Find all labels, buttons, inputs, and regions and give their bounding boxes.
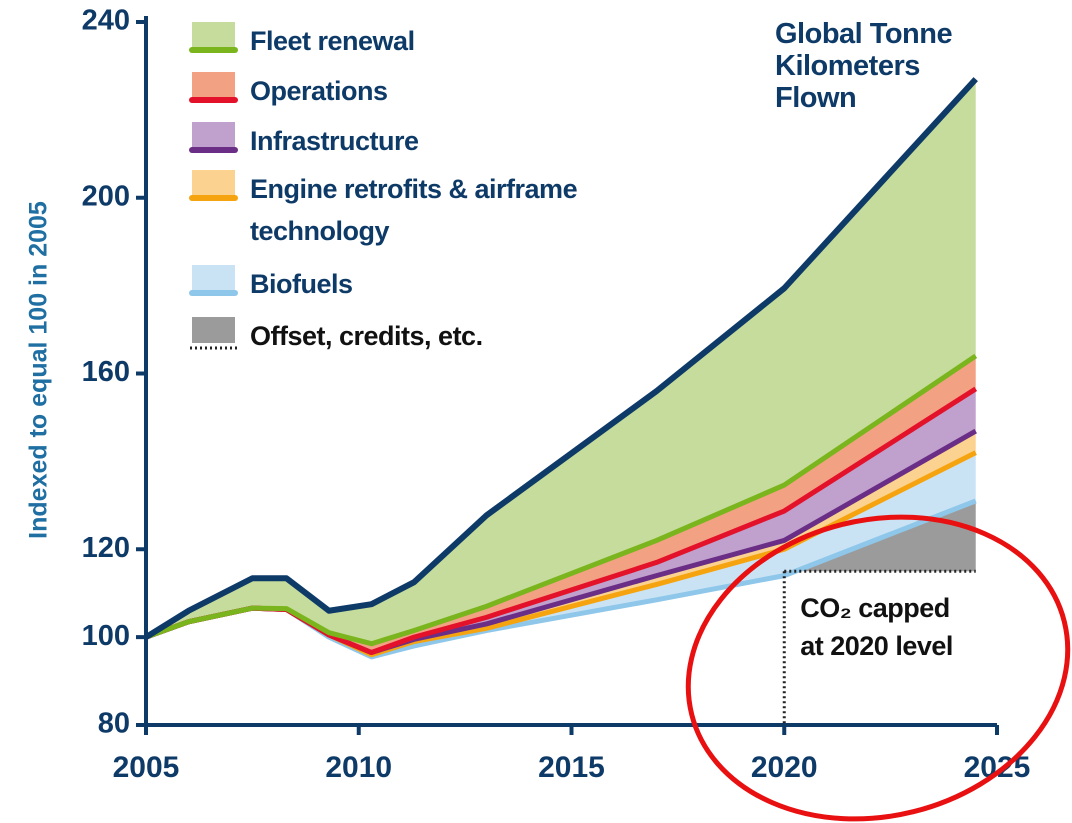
legend-label: Engine retrofits & airframe technology [250,174,578,246]
area-band [146,388,976,653]
cap-annotation: CO₂ capped at 2020 level [800,593,953,662]
y-tick-label: 80 [98,708,130,740]
x-tick-label: 2020 [751,751,818,784]
x-tick-label: 2005 [113,751,180,784]
y-tick-label: 100 [82,620,130,652]
legend-label: Infrastructure [250,126,419,156]
legend-label: Biofuels [250,269,353,299]
y-tick-label: 120 [82,532,130,564]
legend-swatch [192,72,235,98]
x-tick-label: 2010 [325,751,392,784]
legend-swatch [192,22,235,48]
y-axis-label: Indexed to equal 100 in 2005 [25,201,53,539]
areas [146,79,976,657]
legend-label: Operations [250,76,388,106]
legend-swatch [192,317,235,343]
series-line [144,77,978,640]
x-tick-label: 2015 [538,751,605,784]
legend-swatch [192,170,235,196]
legend-label: Offset, credits, etc. [250,321,483,351]
series-annotation: Global Tonne Kilometers Flown [775,18,953,114]
series-line [145,353,978,647]
area-band [146,79,976,644]
legend-swatch [192,265,235,291]
y-tick-label: 160 [82,356,130,388]
highlight-ellipse [685,514,1071,822]
legend-label: Fleet renewal [250,26,415,56]
y-tick-label: 240 [82,5,130,37]
legend-swatch [192,122,235,148]
y-tick-label: 200 [82,180,130,212]
